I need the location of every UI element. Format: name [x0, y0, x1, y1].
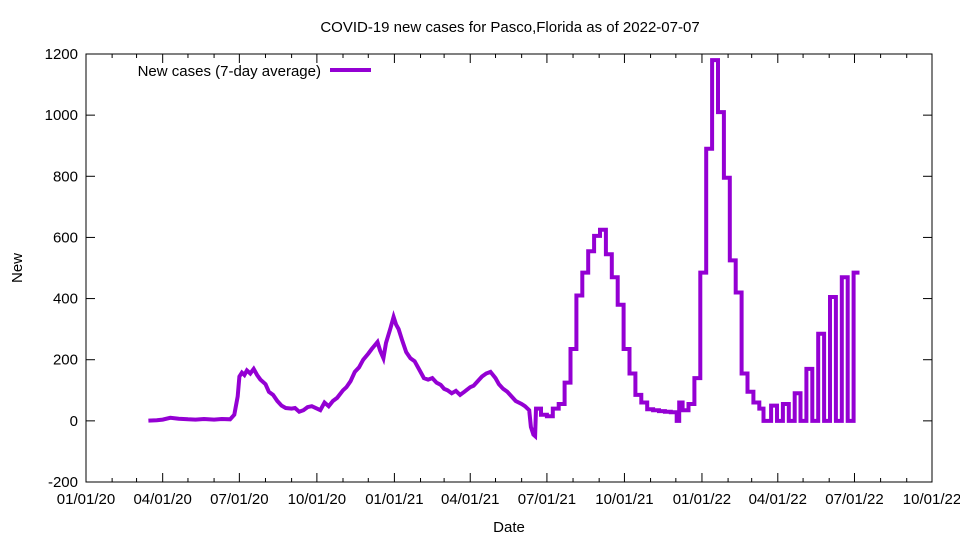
x-tick-label: 04/01/22	[749, 491, 807, 508]
plot-frame	[85, 53, 933, 483]
y-axis-label: New	[9, 253, 26, 283]
y-tick-label: 1200	[45, 46, 78, 63]
legend: New cases (7-day average)	[138, 63, 371, 80]
x-tick-label: 04/01/21	[441, 491, 499, 508]
y-tick-label: -200	[48, 474, 78, 491]
x-tick-label: 01/01/22	[673, 491, 731, 508]
legend-label: New cases (7-day average)	[138, 63, 321, 80]
y-tick-label: 600	[53, 229, 78, 246]
y-tick-label: 800	[53, 168, 78, 185]
y-tick-label: 200	[53, 352, 78, 369]
x-tick-label: 10/01/21	[595, 491, 653, 508]
x-tick-label: 10/01/20	[288, 491, 346, 508]
x-tick-label: 01/01/21	[365, 491, 423, 508]
x-axis-label: Date	[493, 519, 525, 536]
x-tick-label: 07/01/21	[518, 491, 576, 508]
x-tick-label: 07/01/20	[210, 491, 268, 508]
x-tick-label: 01/01/20	[57, 491, 115, 508]
axes: -200 0 200 400 600 800 1000 1200 01/01/20 04/01/2…	[45, 46, 960, 508]
x-tick-label: 07/01/22	[825, 491, 883, 508]
y-tick-label: 1000	[45, 107, 78, 124]
chart-title: COVID-19 new cases for Pasco,Florida as …	[320, 19, 699, 36]
y-tick-label: 0	[70, 413, 78, 430]
series-layer	[148, 58, 860, 441]
series-line-0	[148, 58, 860, 441]
x-tick-label: 10/01/22	[903, 491, 960, 508]
x-tick-label: 04/01/20	[133, 491, 191, 508]
y-tick-label: 400	[53, 291, 78, 308]
